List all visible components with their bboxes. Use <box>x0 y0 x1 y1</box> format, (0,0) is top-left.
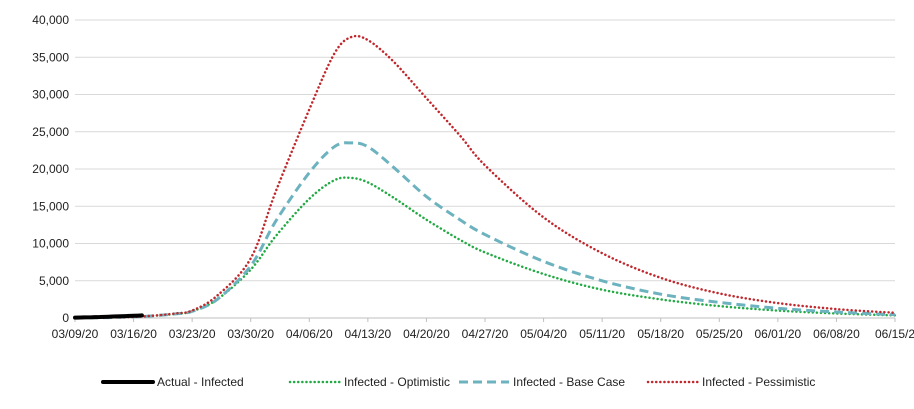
y-tick-label: 20,000 <box>32 162 69 176</box>
legend-label: Infected - Optimistic <box>344 375 450 389</box>
legend: Actual - Infected Infected - Optimistic In… <box>101 375 815 389</box>
x-tick-label: 03/30/20 <box>227 327 274 341</box>
x-tick-label: 06/15/2 <box>875 327 914 341</box>
x-tick-label: 06/08/20 <box>813 327 860 341</box>
y-tick-label: 30,000 <box>32 88 69 102</box>
x-tick-label: 04/06/20 <box>286 327 333 341</box>
x-tick-label: 05/18/20 <box>637 327 684 341</box>
legend-label: Infected - Base Case <box>513 375 625 389</box>
x-tick-label: 05/11/20 <box>579 327 625 341</box>
x-tick-label: 03/16/20 <box>110 327 157 341</box>
x-tick-label: 06/01/20 <box>754 327 801 341</box>
series-line-infected-base-case <box>74 141 896 320</box>
y-tick-label: 35,000 <box>32 50 69 64</box>
x-tick-label: 03/23/20 <box>169 327 216 341</box>
x-tick-label: 04/13/20 <box>344 327 391 341</box>
x-tick-label: 05/04/20 <box>520 327 567 341</box>
series-line-infected-optimistic <box>73 176 897 320</box>
x-axis: 03/09/20 03/16/20 03/23/20 03/30/20 04/06/20… <box>52 317 914 341</box>
y-tick-label: 10,000 <box>32 237 69 251</box>
y-tick-label: 40,000 <box>32 13 69 27</box>
y-tick-label: 0 <box>62 311 69 325</box>
y-tick-label: 25,000 <box>32 125 69 139</box>
y-axis: 0 5,000 10,000 15,000 20,000 25,000 30,000 35,0… <box>32 13 69 325</box>
y-tick-label: 15,000 <box>32 199 69 213</box>
series-line-actual-infected <box>73 313 144 320</box>
x-tick-label: 04/27/20 <box>462 327 509 341</box>
gridlines <box>75 19 895 282</box>
y-tick-label: 5,000 <box>39 274 69 288</box>
legend-label: Actual - Infected <box>157 375 244 389</box>
x-tick-label: 04/20/20 <box>403 327 450 341</box>
x-tick-label: 03/09/20 <box>52 327 99 341</box>
series-line-infected-pessimistic <box>73 34 897 320</box>
legend-label: Infected - Pessimistic <box>702 375 815 389</box>
x-tick-label: 05/25/20 <box>696 327 743 341</box>
series-lines <box>73 34 897 320</box>
